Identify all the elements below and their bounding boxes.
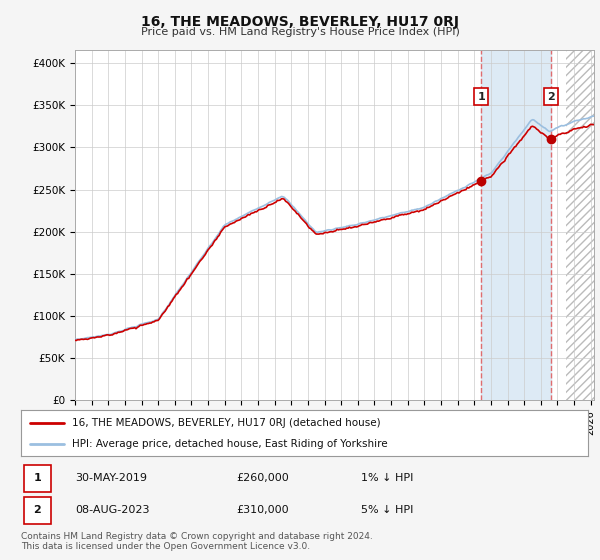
- Bar: [481, 50, 551, 400]
- Text: 5% ↓ HPI: 5% ↓ HPI: [361, 505, 413, 515]
- Text: Contains HM Land Registry data © Crown copyright and database right 2024.
This d: Contains HM Land Registry data © Crown c…: [21, 532, 373, 552]
- Bar: [566, 0, 600, 400]
- Text: 30-MAY-2019: 30-MAY-2019: [75, 473, 147, 483]
- Text: HPI: Average price, detached house, East Riding of Yorkshire: HPI: Average price, detached house, East…: [72, 439, 388, 449]
- FancyBboxPatch shape: [24, 497, 51, 524]
- Text: 2: 2: [34, 505, 41, 515]
- Text: 16, THE MEADOWS, BEVERLEY, HU17 0RJ: 16, THE MEADOWS, BEVERLEY, HU17 0RJ: [141, 15, 459, 29]
- Bar: [566, 50, 600, 400]
- Text: Price paid vs. HM Land Registry's House Price Index (HPI): Price paid vs. HM Land Registry's House …: [140, 27, 460, 37]
- FancyBboxPatch shape: [24, 465, 51, 492]
- Text: 08-AUG-2023: 08-AUG-2023: [75, 505, 149, 515]
- Text: 16, THE MEADOWS, BEVERLEY, HU17 0RJ (detached house): 16, THE MEADOWS, BEVERLEY, HU17 0RJ (det…: [72, 418, 380, 428]
- Text: 1: 1: [478, 92, 485, 102]
- Text: £310,000: £310,000: [236, 505, 289, 515]
- Text: 1: 1: [34, 473, 41, 483]
- Text: £260,000: £260,000: [236, 473, 289, 483]
- Text: 1% ↓ HPI: 1% ↓ HPI: [361, 473, 413, 483]
- Text: 2: 2: [547, 92, 554, 102]
